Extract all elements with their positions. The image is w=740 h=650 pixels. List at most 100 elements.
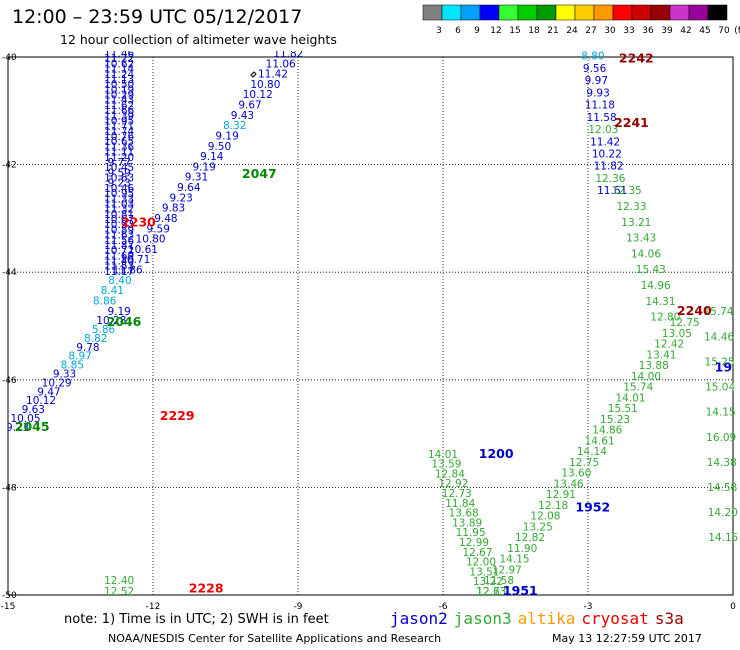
page-subtitle: 12 hour collection of altimeter wave hei… xyxy=(60,32,337,47)
swh-value: 9.56 xyxy=(583,63,607,75)
time-label: 2240 xyxy=(677,303,712,318)
swh-value: 13.46 xyxy=(554,478,584,490)
swh-value: 11.22 xyxy=(104,53,134,65)
swh-value: 11.24 xyxy=(104,69,134,81)
colorbar-tick-label: (ft) xyxy=(734,26,740,36)
footer-credit: NOAA/NESDIS Center for Satellite Applica… xyxy=(108,632,442,645)
swh-value: 10.71 xyxy=(120,254,150,266)
swh-value: 5.86 xyxy=(92,324,116,336)
swh-value: 11.87 xyxy=(104,240,134,252)
swh-value: 14.46 xyxy=(704,331,734,343)
swh-value: 11.17 xyxy=(104,266,134,278)
swh-value: 11.82 xyxy=(273,48,303,60)
x-tick-label: -15 xyxy=(1,602,16,612)
swh-value: 8.97 xyxy=(68,351,91,363)
time-label: 2045 xyxy=(15,419,50,434)
swh-value: 15.43 xyxy=(636,264,666,276)
colorbar-tick-label: 42 xyxy=(680,26,691,36)
swh-value: 10.19 xyxy=(104,84,134,96)
colorbar-tick-label: 45 xyxy=(699,26,710,36)
swh-value: 12.80 xyxy=(650,312,680,324)
swh-value: 14.61 xyxy=(585,435,615,447)
swh-value: 13.68 xyxy=(449,508,479,520)
swh-value: 10.22 xyxy=(592,149,622,161)
satellite-legend: jason2 jason3 altika cryosat s3a xyxy=(390,609,690,628)
swh-value: 10.89 xyxy=(104,224,134,236)
swh-value: 12.73 xyxy=(442,488,472,500)
swh-value: 8.32 xyxy=(223,120,246,132)
swh-value: 9.50 xyxy=(208,141,231,153)
swh-value: 13.25 xyxy=(523,521,553,533)
swh-value: 11.03 xyxy=(104,198,134,210)
colorbar-tick-label: 30 xyxy=(604,26,616,36)
swh-value: 13.88 xyxy=(639,360,669,372)
swh-value: 9.23 xyxy=(107,178,130,190)
swh-value: 12.42 xyxy=(654,339,684,351)
colorbar-tick-label: 12 xyxy=(490,26,501,36)
swh-value: 13.60 xyxy=(561,468,591,480)
swh-value: 12.91 xyxy=(546,489,576,501)
swh-value: 9.19 xyxy=(192,161,215,173)
swh-value: 9.19 xyxy=(215,130,238,142)
swh-value: 9.64 xyxy=(177,182,201,194)
plot-frame xyxy=(7,56,734,596)
y-tick-label: -48 xyxy=(2,483,17,493)
swh-value: 16.09 xyxy=(706,432,736,444)
time-label: 1951 xyxy=(503,583,538,598)
y-tick-label: -40 xyxy=(2,53,17,63)
y-tick-label: -46 xyxy=(2,376,17,386)
colorbar-tick-label: 9 xyxy=(474,26,480,36)
swh-value: 12.67 xyxy=(462,547,492,559)
x-tick-label: -12 xyxy=(146,602,161,612)
swh-value: 12.40 xyxy=(104,575,134,587)
swh-value: 14.15 xyxy=(708,532,738,544)
swh-value: 15.51 xyxy=(608,403,638,415)
swh-value: 15.25 xyxy=(705,356,735,368)
swh-value: 11.61 xyxy=(597,185,627,197)
swh-value: 8.82 xyxy=(84,333,107,345)
swh-value: 11.74 xyxy=(104,126,134,138)
swh-value: 14.06 xyxy=(631,248,661,260)
legend-altika: altika xyxy=(517,609,576,628)
swh-value: 8.86 xyxy=(93,295,117,307)
chart-note: note: 1) Time is in UTC; 2) SWH is in fe… xyxy=(64,612,329,627)
x-tick-label: -9 xyxy=(294,602,303,612)
swh-value: 10.63 xyxy=(104,173,134,185)
legend-jason2: jason2 xyxy=(390,609,448,628)
swh-value: 10.65 xyxy=(104,136,134,148)
swh-value: 12.03 xyxy=(588,124,618,136)
swh-value: 12.36 xyxy=(595,173,625,185)
swh-value: 9.67 xyxy=(238,100,261,112)
swh-value: 9.31 xyxy=(185,172,208,184)
swh-value: 9.14 xyxy=(200,151,224,163)
swh-value: 13.21 xyxy=(621,217,651,229)
time-label: 2242 xyxy=(619,50,654,65)
colorbar-tick-label: 27 xyxy=(585,26,596,36)
swh-value: 9.43 xyxy=(231,110,254,122)
swh-value: 9.19 xyxy=(107,306,130,318)
swh-value: 12.75 xyxy=(569,457,599,469)
chart-plot: -15 -12 -9 -6 -3 0-40-42-44-46-48-5011.4611.2… xyxy=(1,48,739,612)
swh-value: 10.95 xyxy=(104,188,134,200)
swh-value: 13.51 xyxy=(469,566,499,578)
swh-value: 9.23 xyxy=(169,192,192,204)
swh-value: 13.05 xyxy=(662,328,692,340)
swh-value: 9.59 xyxy=(107,167,130,179)
swh-value: 12.73 xyxy=(476,586,506,598)
swh-value: 9.83 xyxy=(162,203,185,215)
colorbar-swatch xyxy=(707,4,728,21)
swh-value: 10.46 xyxy=(104,183,134,195)
swh-value: 11.33 xyxy=(104,193,134,205)
swh-value: 9.23 xyxy=(6,422,29,434)
swh-value: 11.86 xyxy=(113,265,143,277)
swh-value: 11.14 xyxy=(104,64,134,76)
swh-value: 11.62 xyxy=(104,100,134,112)
swh-value: 11.13 xyxy=(104,74,134,86)
swh-value: 9.59 xyxy=(147,223,170,235)
swh-value: 11.95 xyxy=(456,527,486,539)
swh-value: 10.80 xyxy=(250,79,280,91)
time-label: 2230 xyxy=(121,214,156,229)
page-title: 12:00 – 23:59 UTC 05/12/2017 xyxy=(12,6,303,28)
swh-value: 9.33 xyxy=(53,369,76,381)
